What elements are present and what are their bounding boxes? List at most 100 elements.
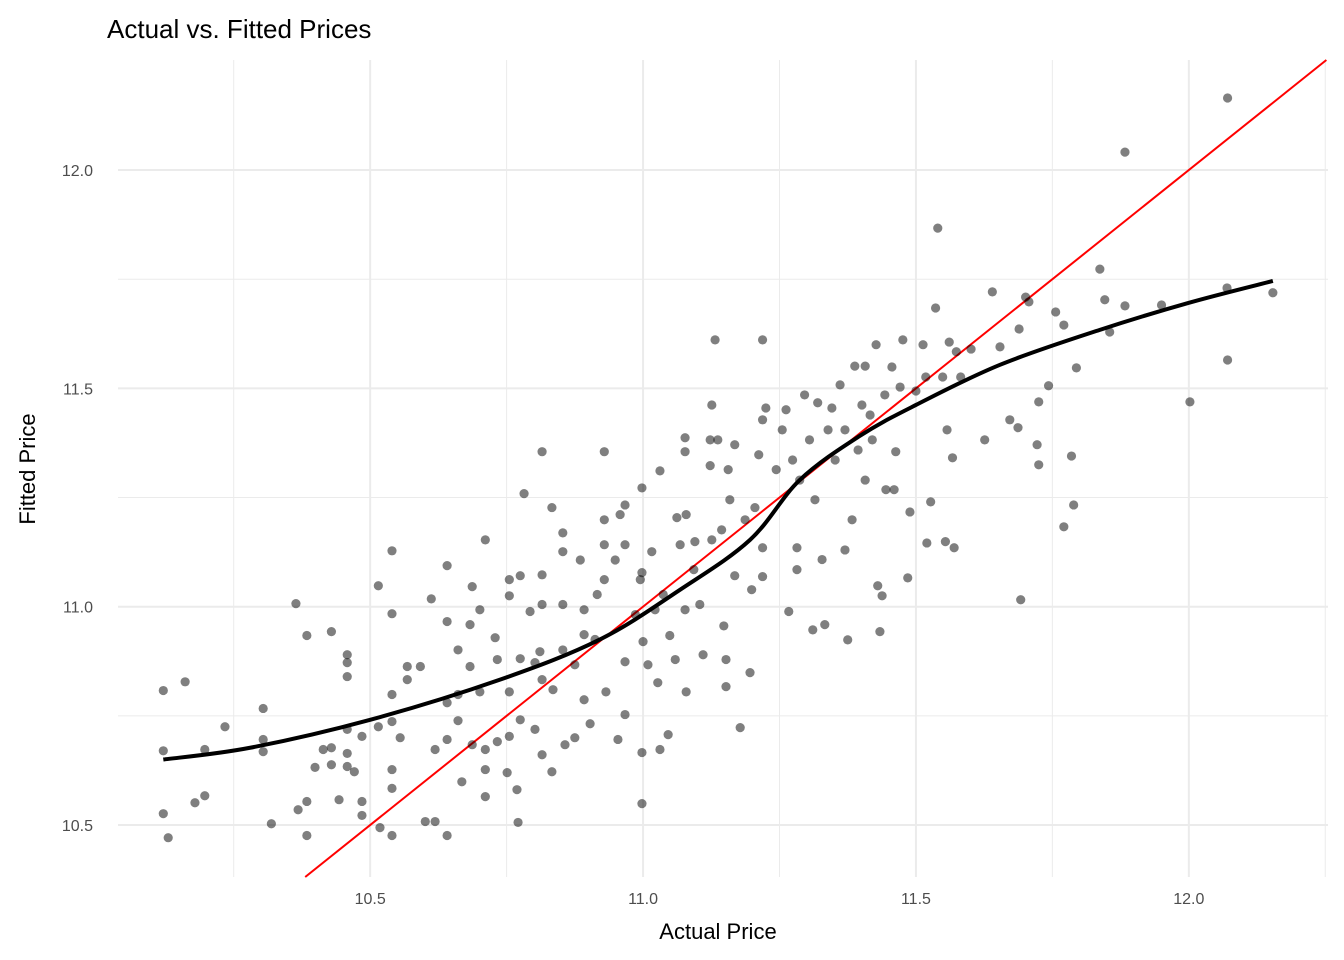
data-point: [637, 483, 647, 493]
data-point: [291, 599, 301, 609]
data-point: [387, 689, 397, 700]
data-point: [1069, 500, 1079, 510]
data-point: [318, 744, 328, 755]
data-point: [721, 682, 731, 692]
data-point: [817, 554, 827, 565]
data-point: [1024, 297, 1034, 307]
data-point: [426, 594, 436, 604]
data-point: [898, 335, 908, 345]
data-point: [535, 647, 545, 657]
data-point: [835, 380, 845, 390]
data-point: [1105, 327, 1115, 337]
x-tick-label: 12.0: [1173, 891, 1204, 908]
data-point: [719, 621, 729, 631]
data-point: [480, 792, 490, 802]
data-point: [387, 783, 397, 793]
data-point: [266, 819, 276, 829]
data-point: [492, 654, 502, 665]
data-point: [750, 502, 760, 513]
data-point: [513, 817, 523, 828]
data-point: [504, 575, 514, 585]
data-point: [475, 605, 485, 615]
data-point: [754, 450, 764, 460]
data-point: [537, 675, 547, 685]
data-point: [735, 723, 745, 733]
data-point: [525, 606, 535, 617]
data-point: [442, 830, 452, 841]
data-point: [740, 515, 750, 525]
data-point: [871, 340, 881, 350]
data-point: [519, 489, 529, 499]
data-point: [180, 677, 190, 687]
data-point: [620, 540, 630, 550]
grid: [118, 60, 1328, 877]
data-point: [558, 547, 568, 557]
data-point: [357, 796, 367, 807]
data-point: [515, 571, 525, 581]
data-point: [637, 747, 647, 758]
data-point: [465, 661, 475, 672]
data-point: [599, 575, 609, 585]
data-point: [430, 744, 440, 755]
data-point: [865, 410, 875, 420]
data-point: [387, 609, 397, 619]
data-point: [570, 733, 580, 743]
data-point: [373, 581, 383, 591]
data-point: [504, 591, 514, 601]
data-point: [558, 599, 568, 610]
data-point: [813, 398, 823, 408]
data-point: [757, 543, 768, 553]
data-point: [880, 390, 890, 400]
data-point: [921, 372, 931, 382]
data-point: [560, 740, 570, 750]
data-point: [1156, 300, 1167, 310]
data-point: [940, 537, 951, 547]
data-point: [302, 830, 312, 841]
data-point: [1034, 397, 1044, 407]
data-point: [860, 361, 870, 371]
data-point: [891, 447, 901, 457]
data-point: [592, 589, 602, 600]
data-point: [653, 678, 663, 688]
data-point: [681, 687, 691, 697]
data-point: [757, 415, 768, 425]
data-point: [951, 347, 961, 357]
data-point: [792, 564, 802, 575]
data-point: [158, 685, 168, 696]
data-point: [637, 568, 647, 578]
y-tick-label: 11.5: [63, 381, 93, 398]
data-point: [547, 502, 557, 513]
data-point: [695, 599, 705, 610]
data-point: [730, 440, 740, 450]
data-point: [326, 760, 337, 770]
data-point: [402, 661, 412, 672]
data-point: [615, 509, 625, 520]
data-point: [877, 591, 887, 601]
data-point: [933, 223, 943, 233]
data-point: [357, 731, 367, 741]
data-point: [442, 616, 452, 627]
data-point: [672, 513, 682, 523]
data-point: [717, 525, 727, 535]
data-point: [575, 555, 585, 565]
data-point: [515, 654, 525, 664]
data-point: [504, 687, 514, 697]
data-point: [387, 716, 397, 727]
data-point: [713, 435, 723, 445]
data-point: [326, 626, 337, 637]
data-point: [349, 767, 359, 777]
data-point: [302, 796, 312, 807]
data-point: [420, 816, 430, 827]
data-point: [820, 620, 830, 630]
data-point: [1120, 301, 1130, 311]
data-point: [980, 435, 990, 445]
points-group: [158, 93, 1278, 843]
data-point: [875, 626, 885, 637]
data-point: [599, 447, 609, 457]
data-point: [942, 425, 952, 435]
data-point: [490, 633, 500, 643]
data-point: [442, 698, 452, 708]
data-point: [373, 722, 383, 732]
data-point: [492, 737, 502, 747]
